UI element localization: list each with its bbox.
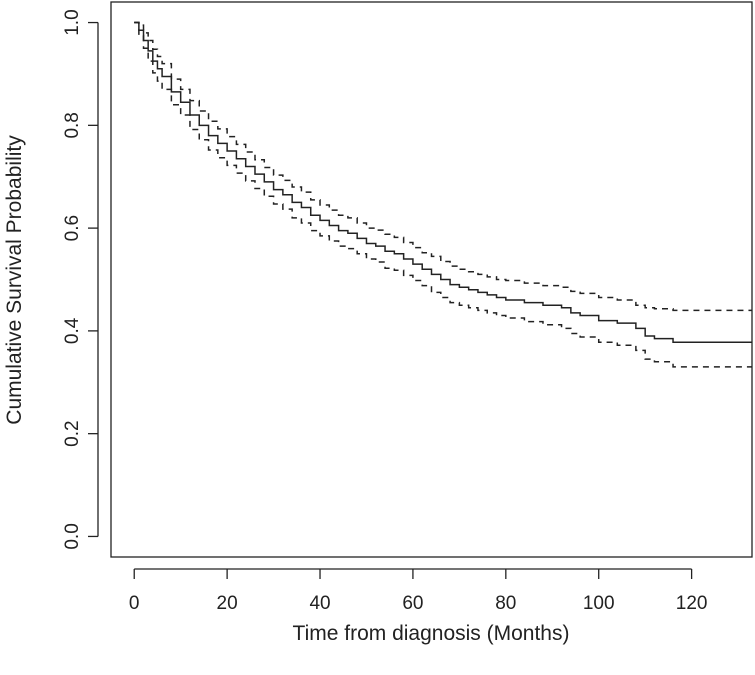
plot-frame (110, 1, 753, 558)
x-tick-label: 0 (129, 593, 140, 614)
confidence-band-1 (134, 21, 752, 312)
x-tick-label: 100 (583, 593, 615, 614)
y-tick-label: 0.4 (62, 317, 83, 344)
y-tick-label: 0.2 (62, 420, 83, 446)
confidence-band-2 (134, 21, 752, 368)
survival-curve (134, 21, 752, 343)
x-tick-label: 40 (309, 593, 330, 614)
x-axis-title: Time from diagnosis (Months) (293, 622, 570, 645)
y-tick-label: 0.6 (62, 215, 83, 241)
y-axis-title: Cumulative Survival Probability (3, 135, 26, 425)
y-tick-label: 0.0 (62, 523, 83, 549)
x-tick-label: 120 (676, 593, 708, 614)
y-axis: 0.0 0.2 0.4 0.6 0.8 1.0 (62, 9, 99, 550)
x-tick-label: 20 (217, 593, 238, 614)
x-axis: 0 20 40 60 80 100 120 (129, 568, 708, 614)
y-tick-label: 0.8 (62, 112, 83, 138)
x-tick-label: 60 (402, 593, 423, 614)
y-tick-label: 1.0 (62, 9, 83, 35)
series-layer (134, 21, 752, 368)
x-tick-label: 80 (495, 593, 516, 614)
